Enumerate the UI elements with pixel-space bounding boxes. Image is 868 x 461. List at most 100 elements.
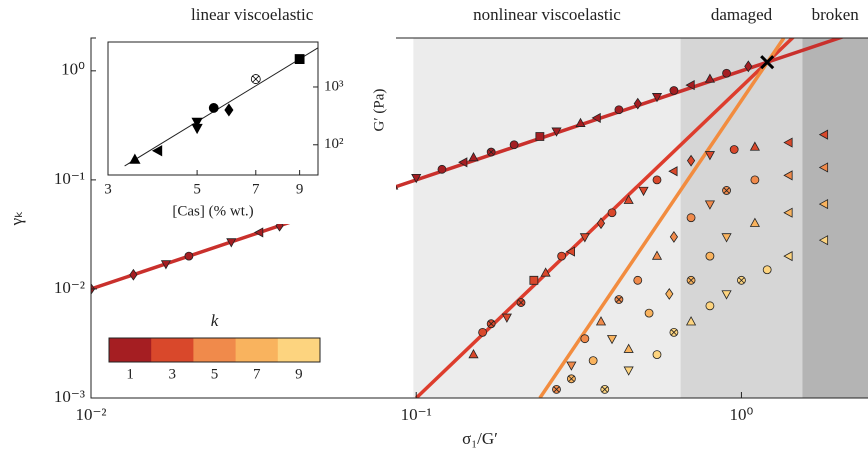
data-point	[253, 227, 264, 238]
data-point	[669, 231, 679, 243]
data-point	[705, 301, 715, 311]
inset-y-tick-label: 10²	[324, 136, 344, 152]
data-point	[623, 343, 634, 353]
data-point	[250, 74, 261, 84]
data-point	[437, 164, 447, 174]
x-axis-label: σ₁/G′	[462, 429, 498, 448]
data-point	[652, 175, 662, 185]
data-point	[129, 153, 141, 164]
data-point	[468, 348, 479, 359]
data-point	[750, 175, 760, 185]
data-point	[614, 105, 624, 115]
data-point	[529, 275, 539, 285]
region-label: linear viscoelastic	[191, 5, 314, 24]
data-point	[669, 86, 679, 95]
data-point	[600, 384, 610, 394]
colorbar-segment	[235, 338, 279, 362]
data-point	[722, 186, 731, 195]
data-point	[783, 251, 793, 262]
data-point	[705, 251, 715, 261]
data-point	[623, 366, 634, 376]
colorbar-tick-label: 1	[126, 366, 134, 382]
data-point	[129, 268, 138, 281]
data-point	[633, 97, 642, 110]
data-point	[596, 217, 606, 230]
data-point	[486, 319, 496, 329]
data-point	[652, 350, 662, 359]
data-point	[704, 200, 715, 210]
colorbar-segment	[151, 338, 194, 362]
data-point	[651, 250, 663, 260]
data-point	[623, 194, 634, 204]
data-point	[565, 246, 575, 257]
data-point	[614, 295, 624, 304]
inset-x-tick-label: 3	[104, 181, 112, 197]
colorbar-tick-label: 5	[211, 366, 219, 382]
data-point	[721, 290, 732, 300]
data-point	[468, 151, 479, 162]
colorbar-tick-label: 3	[169, 366, 177, 382]
fit-line	[415, 38, 795, 398]
y-tick-label: 10⁻²	[54, 278, 85, 297]
data-point	[783, 137, 793, 148]
data-point	[184, 251, 194, 261]
data-point	[486, 147, 496, 157]
data-point	[411, 173, 422, 184]
data-point	[633, 275, 643, 285]
data-point	[818, 199, 829, 210]
data-point	[588, 356, 598, 366]
y-axis-label: γₖ	[7, 211, 26, 227]
data-point	[580, 334, 590, 344]
data-point	[191, 117, 203, 129]
data-point	[737, 275, 746, 285]
data-point	[478, 327, 488, 337]
data-point	[685, 316, 697, 326]
data-point	[509, 140, 519, 150]
data-point	[783, 170, 793, 181]
data-point	[566, 361, 577, 371]
data-point	[665, 288, 674, 300]
data-point	[818, 129, 829, 140]
data-point	[501, 313, 512, 323]
data-point	[516, 298, 526, 307]
data-point	[729, 145, 739, 154]
data-point	[722, 68, 731, 78]
colorbar-segment	[277, 338, 321, 362]
data-point	[224, 103, 234, 117]
data-point	[595, 316, 607, 326]
data-point	[686, 213, 696, 223]
colorbar-segment	[109, 338, 152, 362]
colorbar-segment	[193, 338, 237, 362]
colorbar-label: k	[211, 311, 219, 330]
data-point	[575, 117, 586, 127]
data-point	[749, 141, 760, 151]
data-point	[208, 103, 219, 113]
axis-frame	[90, 37, 868, 399]
inset-x-tick-label: 9	[296, 181, 304, 197]
x-tick-label: 10⁻¹	[401, 405, 432, 424]
data-point	[552, 384, 561, 394]
data-point	[151, 145, 163, 157]
data-point	[540, 267, 551, 277]
data-point	[685, 80, 695, 91]
data-point	[606, 335, 618, 345]
data-point	[566, 374, 576, 384]
data-point	[818, 162, 829, 173]
data-point	[686, 275, 696, 285]
data-point	[226, 238, 237, 248]
data-point	[686, 154, 696, 167]
data-point	[557, 251, 567, 261]
data-point	[591, 112, 601, 123]
data-point	[704, 73, 715, 83]
inset-y-label: G′ (Pa)	[371, 89, 387, 132]
data-point	[644, 308, 654, 318]
region-label: broken	[812, 5, 860, 24]
inset-x-tick-label: 7	[252, 181, 260, 197]
region	[413, 38, 681, 398]
data-point	[721, 233, 732, 243]
inset-fit-line	[124, 47, 319, 167]
x-tick-label: 10⁻²	[75, 405, 106, 424]
colorbar-tick-label: 9	[295, 366, 303, 382]
colorbar-tick-label: 7	[253, 366, 261, 382]
